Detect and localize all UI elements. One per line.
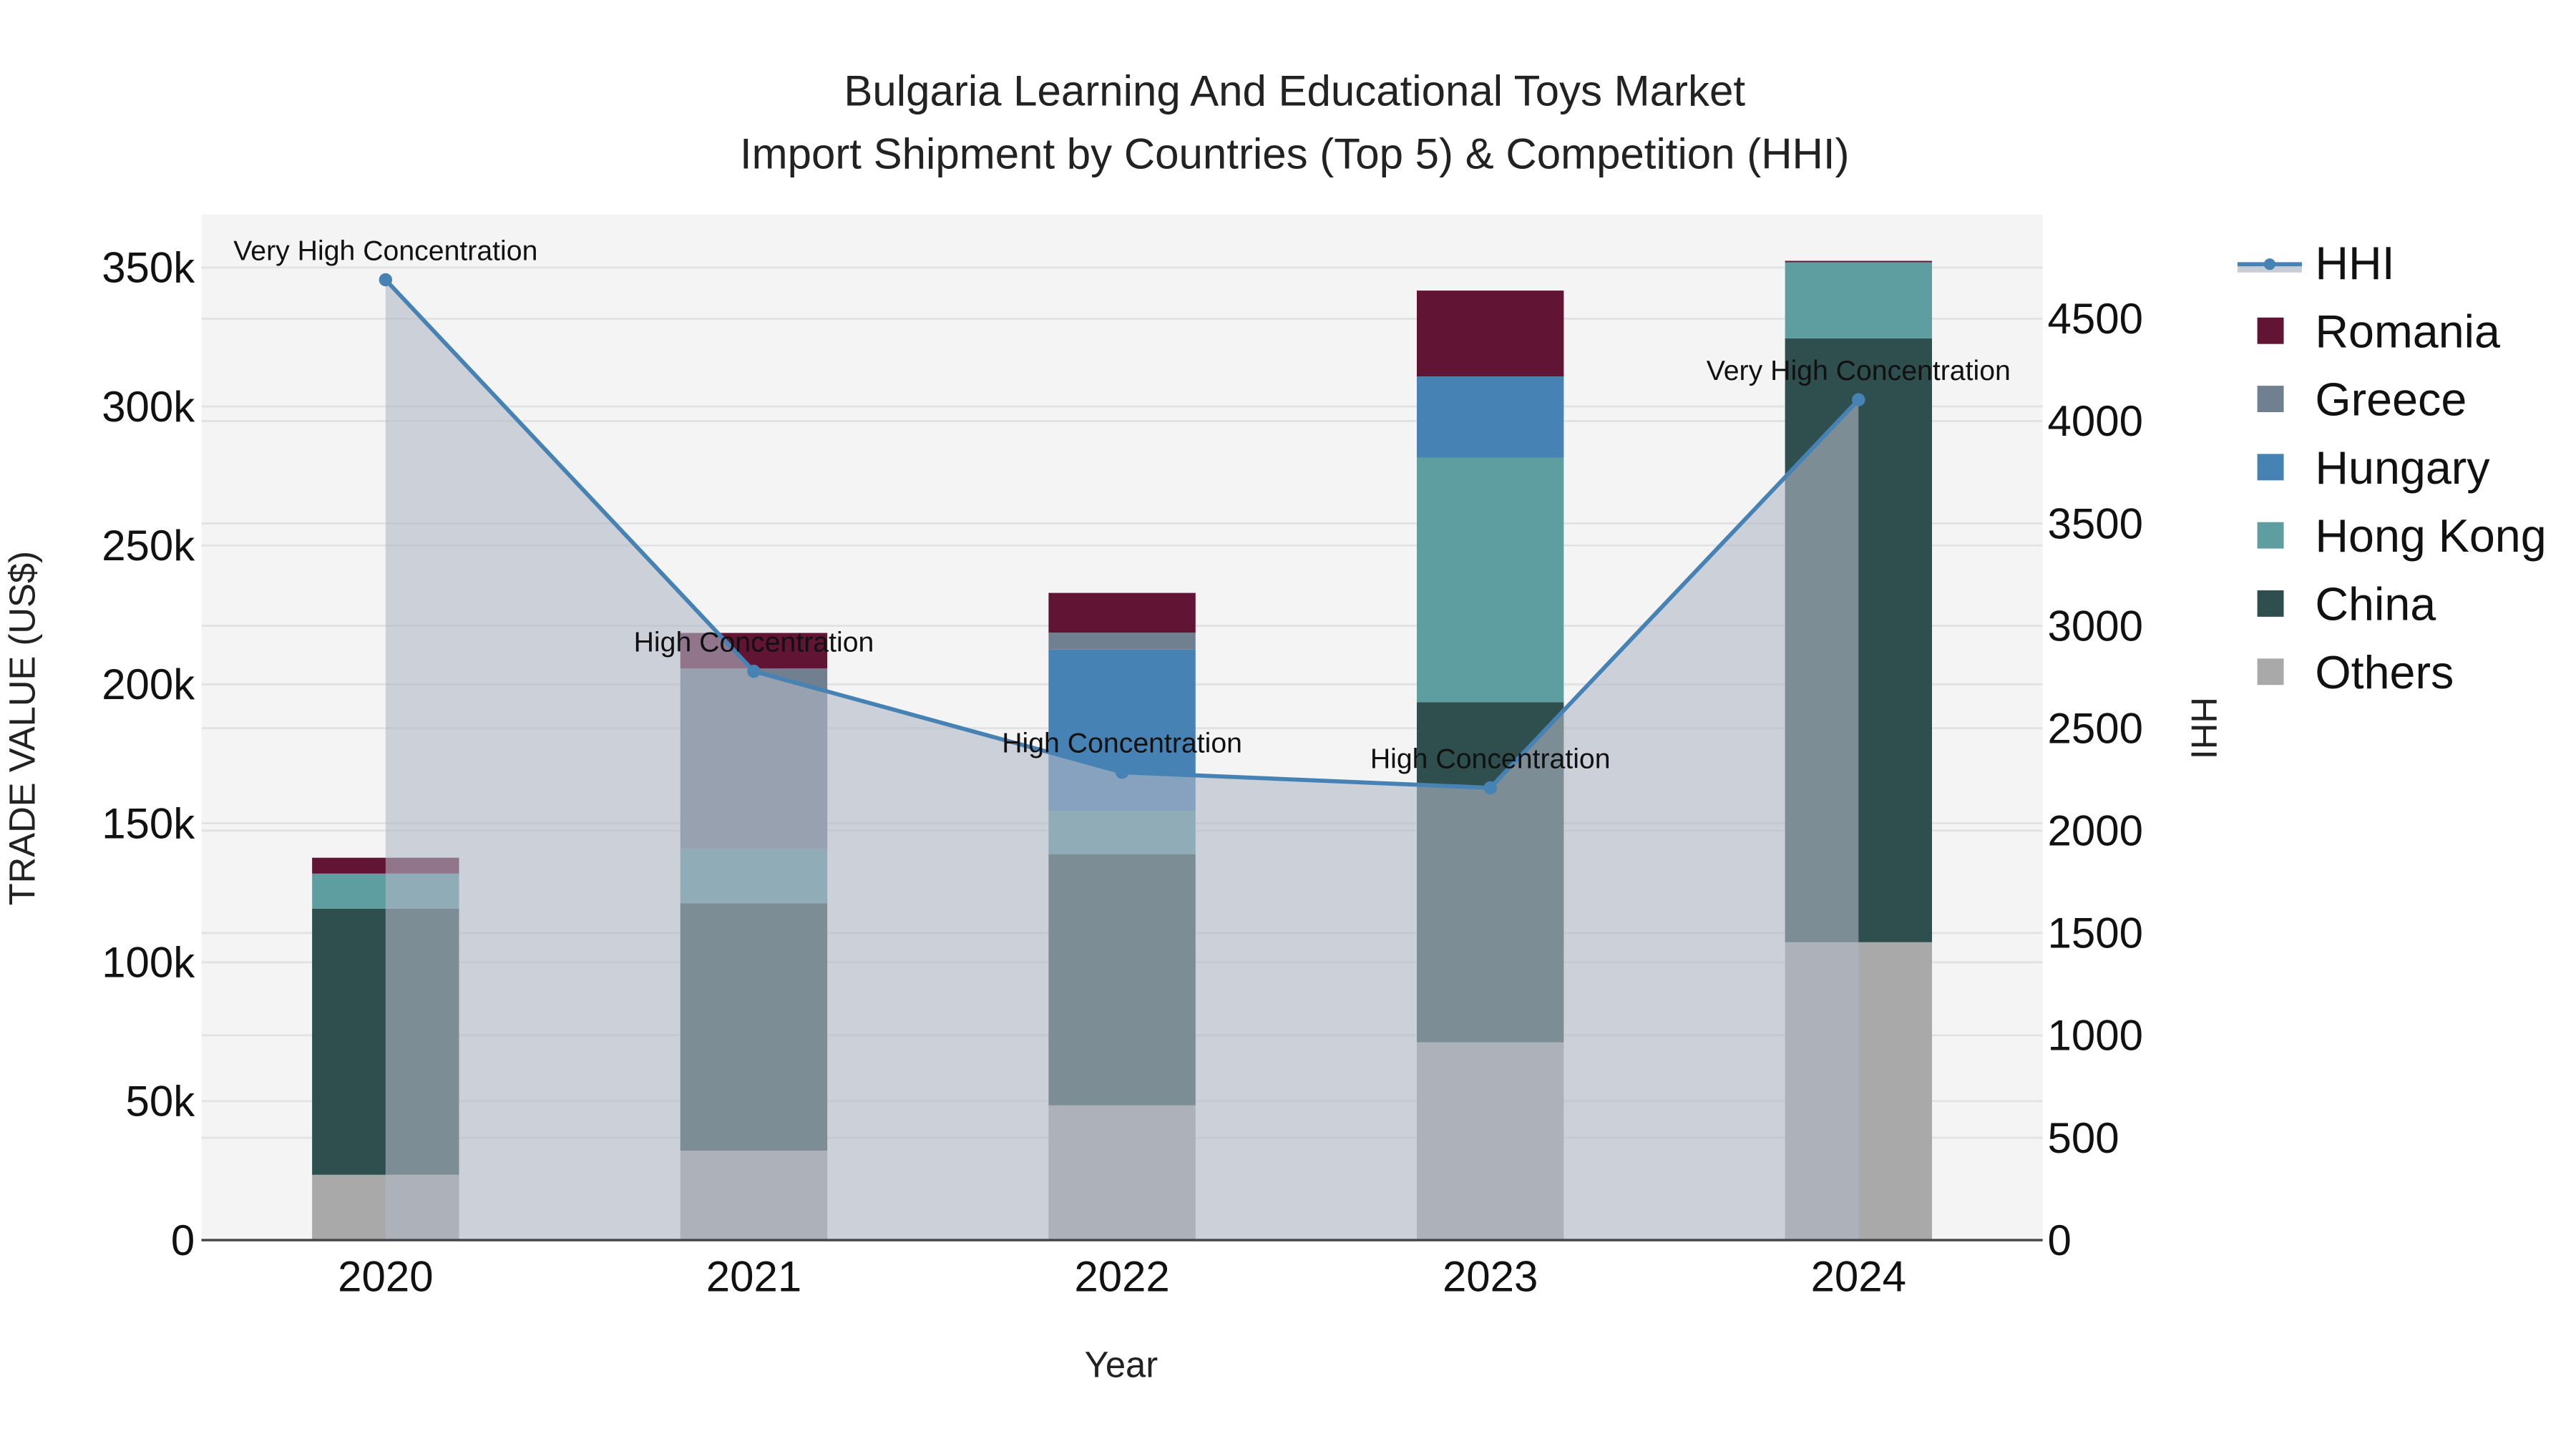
x-tick-label: 2023 bbox=[1443, 1253, 1538, 1301]
bar-segment-romania[interactable] bbox=[1048, 592, 1196, 633]
y-right-tick-label: 2500 bbox=[2048, 704, 2143, 752]
hhi-annotation: High Concentration bbox=[1002, 728, 1242, 759]
bar-segment-romania[interactable] bbox=[1417, 291, 1564, 377]
legend-swatch-icon bbox=[2257, 590, 2284, 617]
legend-marker-icon bbox=[2263, 258, 2275, 270]
y-left-tick-label: 50k bbox=[126, 1078, 196, 1126]
hhi-point[interactable] bbox=[1852, 393, 1865, 406]
x-tick-label: 2020 bbox=[338, 1253, 433, 1301]
x-axis-ticks: 2020 2021 2022 2023 2024 bbox=[338, 1253, 1906, 1301]
legend-item-greece[interactable]: Greece bbox=[2257, 374, 2467, 426]
legend-swatch-icon bbox=[2257, 454, 2284, 481]
y-left-tick-label: 100k bbox=[102, 938, 195, 986]
legend-swatch-icon bbox=[2257, 522, 2284, 549]
legend-swatch-icon bbox=[2257, 386, 2284, 412]
bar-segment-hong-kong[interactable] bbox=[1417, 457, 1564, 703]
annotations: Very High Concentration High Concentratio… bbox=[233, 235, 2011, 774]
y-right-tick-label: 4500 bbox=[2048, 295, 2143, 343]
legend-label: China bbox=[2315, 579, 2436, 630]
hhi-line bbox=[379, 273, 1865, 795]
x-tick-label: 2021 bbox=[706, 1253, 801, 1301]
y-left-tick-label: 250k bbox=[102, 522, 195, 570]
y-right-tick-label: 1500 bbox=[2048, 909, 2143, 957]
bar-segment-romania[interactable] bbox=[1785, 260, 1932, 263]
hhi-point[interactable] bbox=[379, 273, 393, 287]
legend-item-hungary[interactable]: Hungary bbox=[2257, 442, 2491, 494]
bar-segment-greece[interactable] bbox=[1048, 633, 1196, 650]
y-left-axis-title: TRADE VALUE (US$) bbox=[1, 551, 42, 905]
bar-segment-hungary[interactable] bbox=[1417, 376, 1564, 458]
chart-title-line1: Bulgaria Learning And Educational Toys M… bbox=[844, 67, 1745, 115]
y-left-tick-label: 0 bbox=[171, 1216, 195, 1264]
y-right-tick-label: 500 bbox=[2048, 1114, 2119, 1162]
chart-title-line2: Import Shipment by Countries (Top 5) & C… bbox=[740, 130, 1850, 177]
legend-label: Greece bbox=[2315, 374, 2467, 426]
legend-label: Hong Kong bbox=[2315, 510, 2546, 562]
x-tick-label: 2024 bbox=[1811, 1253, 1906, 1301]
y-right-axis-title: HHI bbox=[2183, 697, 2224, 759]
legend-item-hhi[interactable]: HHI bbox=[2237, 238, 2395, 289]
hhi-fill-area bbox=[385, 280, 1859, 1241]
legend-label: Romania bbox=[2315, 306, 2500, 357]
x-axis-title: Year bbox=[1085, 1345, 1158, 1385]
legend-label: Hungary bbox=[2315, 442, 2490, 494]
hhi-area bbox=[385, 280, 1859, 1241]
bar-segment-hong-kong[interactable] bbox=[1785, 262, 1932, 338]
legend-label: HHI bbox=[2315, 238, 2394, 289]
y-left-axis-ticks: 0 50k 100k 150k 200k 250k 300k 350k bbox=[102, 244, 195, 1264]
legend: HHI Romania Greece Hungary Hong Kong China Oth… bbox=[2237, 238, 2547, 698]
legend-item-others[interactable]: Others bbox=[2257, 647, 2454, 698]
y-right-axis-ticks: 0 500 1000 1500 2000 2500 3000 3500 4000 4500 bbox=[2048, 295, 2143, 1264]
hhi-annotation: Very High Concentration bbox=[233, 235, 537, 266]
y-left-tick-label: 150k bbox=[102, 799, 195, 847]
legend-item-hong-kong[interactable]: Hong Kong bbox=[2257, 510, 2547, 562]
legend-swatch-icon bbox=[2257, 658, 2284, 686]
legend-swatch-icon bbox=[2257, 317, 2284, 344]
hhi-annotation: High Concentration bbox=[634, 626, 874, 658]
y-right-tick-label: 2000 bbox=[2048, 807, 2143, 855]
y-right-tick-label: 3500 bbox=[2048, 499, 2143, 547]
y-right-tick-label: 3000 bbox=[2048, 602, 2143, 650]
legend-item-romania[interactable]: Romania bbox=[2257, 306, 2500, 357]
y-right-tick-label: 4000 bbox=[2048, 397, 2143, 445]
y-right-tick-label: 1000 bbox=[2048, 1012, 2143, 1060]
hhi-point[interactable] bbox=[747, 664, 761, 678]
hhi-point[interactable] bbox=[1115, 765, 1129, 779]
legend-label: Others bbox=[2315, 647, 2454, 698]
legend-item-china[interactable]: China bbox=[2257, 579, 2436, 630]
y-left-tick-label: 200k bbox=[102, 660, 195, 708]
hhi-annotation: High Concentration bbox=[1370, 743, 1611, 774]
y-left-tick-label: 350k bbox=[102, 244, 195, 292]
y-left-tick-label: 300k bbox=[102, 383, 195, 431]
hhi-annotation: Very High Concentration bbox=[1707, 355, 2011, 386]
y-right-tick-label: 0 bbox=[2048, 1216, 2072, 1264]
x-tick-label: 2022 bbox=[1074, 1253, 1169, 1301]
hhi-point[interactable] bbox=[1483, 781, 1497, 795]
